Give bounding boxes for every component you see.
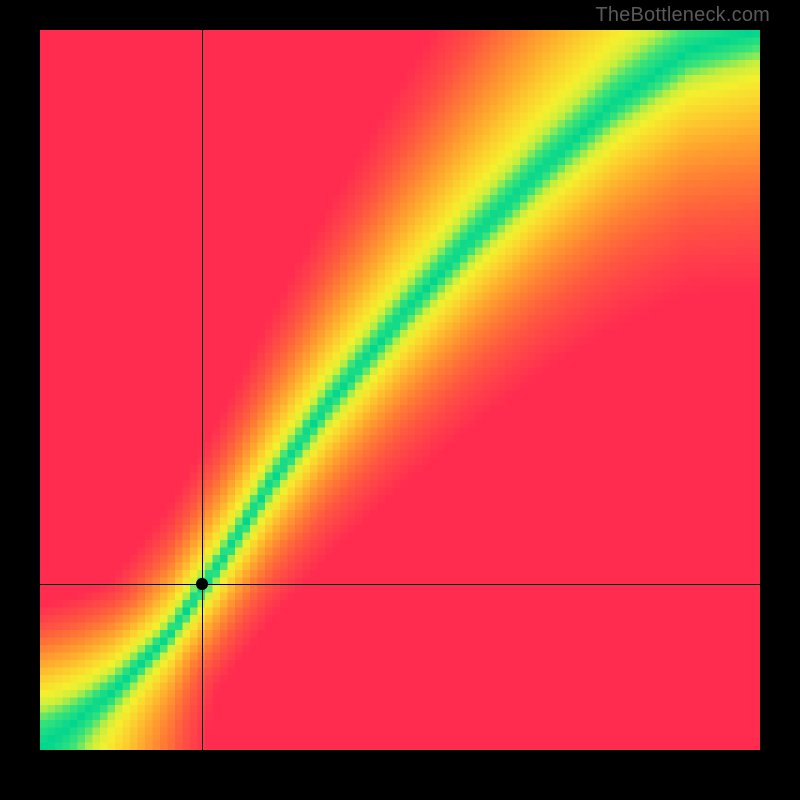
watermark-text: TheBottleneck.com bbox=[595, 4, 770, 27]
heatmap-canvas bbox=[40, 30, 760, 750]
heatmap-plot bbox=[40, 30, 760, 750]
crosshair-marker bbox=[196, 578, 208, 590]
crosshair-vertical bbox=[202, 30, 203, 750]
crosshair-horizontal bbox=[40, 584, 760, 585]
chart-container: TheBottleneck.com bbox=[0, 0, 800, 800]
